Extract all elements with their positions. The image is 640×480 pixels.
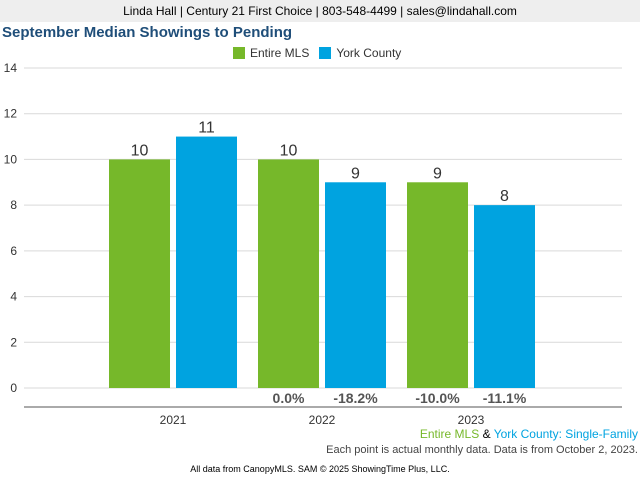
change-label: -10.0% — [415, 390, 460, 406]
bar — [258, 159, 319, 388]
data-label: 10 — [280, 142, 298, 159]
y-tick-label: 14 — [4, 61, 18, 75]
y-tick-label: 4 — [10, 290, 17, 304]
change-label: -11.1% — [483, 390, 527, 406]
y-tick-label: 6 — [10, 244, 17, 258]
data-label: 9 — [433, 165, 442, 182]
bar — [176, 136, 237, 388]
footer-series-entire-mls: Entire MLS — [419, 427, 480, 441]
legend-item-york-county: York County — [319, 46, 401, 60]
change-label: 0.0% — [273, 390, 305, 406]
data-label: 8 — [500, 188, 509, 205]
bar — [325, 182, 386, 388]
x-tick-label: 2021 — [160, 413, 187, 427]
x-tick-label: 2023 — [458, 413, 485, 427]
chart-title: September Median Showings to Pending — [2, 24, 293, 41]
legend-swatch-entire-mls — [233, 47, 245, 59]
source-credit: All data from CanopyMLS. SAM © 2025 Show… — [190, 464, 450, 474]
data-label: 9 — [351, 165, 360, 182]
contact-header: Linda Hall | Century 21 First Choice | 8… — [0, 0, 640, 22]
legend-label-york-county: York County — [336, 46, 402, 60]
legend-swatch-york-county — [319, 47, 332, 59]
chart-legend: Entire MLS York County — [233, 45, 411, 61]
y-tick-label: 10 — [4, 152, 18, 166]
legend-label-entire-mls: Entire MLS — [250, 46, 310, 60]
data-label: 11 — [198, 120, 215, 137]
footer-series-label: Entire MLS & York County: Single-Family — [420, 427, 638, 441]
y-tick-label: 2 — [10, 335, 17, 349]
footer-note: Each point is actual monthly data. Data … — [326, 444, 638, 456]
change-label: -18.2% — [333, 390, 378, 406]
legend-item-entire-mls: Entire MLS — [233, 46, 309, 60]
y-tick-label: 0 — [10, 381, 17, 395]
footer-series-york-county: York County — [493, 427, 559, 441]
footer-series-amp: & — [479, 427, 494, 441]
y-tick-label: 12 — [4, 107, 18, 121]
footer-series-suffix: : Single-Family — [558, 427, 638, 441]
y-tick-label: 8 — [10, 198, 17, 212]
bar — [407, 182, 468, 388]
bar — [474, 205, 535, 388]
bar — [109, 159, 170, 388]
x-tick-label: 2022 — [309, 413, 336, 427]
data-label: 10 — [131, 142, 149, 159]
